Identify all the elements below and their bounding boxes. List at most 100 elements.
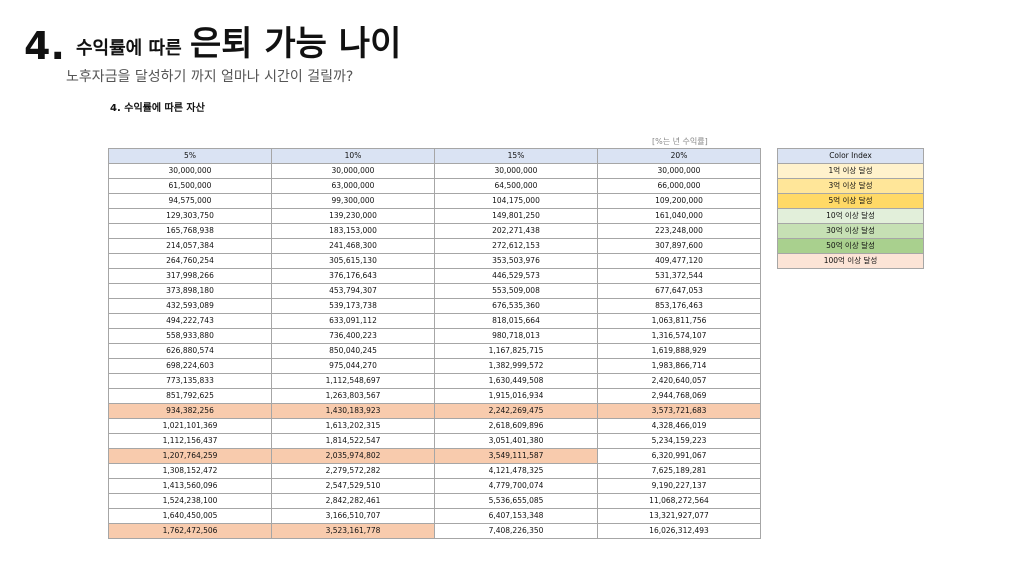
table-cell: 104,175,000 — [434, 193, 598, 209]
table-cell: 94,575,000 — [108, 193, 272, 209]
table-cell: 5,234,159,223 — [597, 433, 761, 449]
table-cell: 558,933,880 — [108, 328, 272, 344]
table-cell: 446,529,573 — [434, 268, 598, 284]
table-cell: 1,063,811,756 — [597, 313, 761, 329]
table-cell: 1,316,574,107 — [597, 328, 761, 344]
legend-item: 3억 이상 달성 — [777, 178, 924, 194]
table-row: 851,792,625 1,263,803,567 1,915,016,934 2,9… — [108, 388, 761, 404]
table-cell: 626,880,574 — [108, 343, 272, 359]
table-row: 1,308,152,472 2,279,572,282 4,121,478,325 7… — [108, 463, 761, 479]
table-row: 373,898,180 453,794,307 553,509,008 677,647… — [108, 283, 761, 299]
legend-row: 5억 이상 달성 — [777, 193, 924, 209]
table-cell: 677,647,053 — [597, 283, 761, 299]
column-header-20pct: 20% — [597, 148, 761, 164]
table-cell: 6,320,991,067 — [597, 448, 761, 464]
table-cell: 317,998,266 — [108, 268, 272, 284]
table-cell: 373,898,180 — [108, 283, 272, 299]
table-cell: 183,153,000 — [271, 223, 435, 239]
subtitle: 노후자금을 달성하기 까지 얼마나 시간이 걸릴까? — [66, 69, 354, 85]
table-cell: 139,230,000 — [271, 208, 435, 224]
table-cell: 30,000,000 — [434, 163, 598, 179]
title-large-text: 은퇴 가능 나이 — [190, 24, 402, 64]
table-cell: 30,000,000 — [597, 163, 761, 179]
table-cell: 1,613,202,315 — [271, 418, 435, 434]
table-cell: 934,382,256 — [108, 403, 272, 419]
table-cell: 2,842,282,461 — [271, 493, 435, 509]
table-row: 494,222,743 633,091,112 818,015,664 1,063,8… — [108, 313, 761, 329]
color-index-table: Color Index 1억 이상 달성 3억 이상 달성 5억 이상 달성 10억 … — [777, 148, 924, 269]
table-cell: 853,176,463 — [597, 298, 761, 314]
table-cell: 2,547,529,510 — [271, 478, 435, 494]
table-row: 1,413,560,096 2,547,529,510 4,779,700,074 9… — [108, 478, 761, 494]
table-row: 1,021,101,369 1,613,202,315 2,618,609,896 4… — [108, 418, 761, 434]
legend-row: 30억 이상 달성 — [777, 223, 924, 239]
table-row: 1,207,764,259 2,035,974,802 3,549,111,587 6… — [108, 448, 761, 464]
legend-item: 1억 이상 달성 — [777, 163, 924, 179]
table-cell: 1,382,999,572 — [434, 358, 598, 374]
column-header-15pct: 15% — [434, 148, 598, 164]
table-cell: 11,068,272,564 — [597, 493, 761, 509]
table-cell: 3,166,510,707 — [271, 508, 435, 524]
table-cell: 4,328,466,019 — [597, 418, 761, 434]
section-title: 4. 수익률에 따른 자산 — [110, 103, 205, 114]
table-cell: 4,121,478,325 — [434, 463, 598, 479]
table-cell: 6,407,153,348 — [434, 508, 598, 524]
table-cell: 161,040,000 — [597, 208, 761, 224]
table-row: 317,998,266 376,176,643 446,529,573 531,372… — [108, 268, 761, 284]
table-cell: 3,051,401,380 — [434, 433, 598, 449]
table-cell: 851,792,625 — [108, 388, 272, 404]
table-row: 94,575,000 99,300,000 104,175,000 109,200,0… — [108, 193, 761, 209]
table-cell: 1,112,548,697 — [271, 373, 435, 389]
legend-row: 100억 이상 달성 — [777, 253, 924, 269]
table-cell: 1,413,560,096 — [108, 478, 272, 494]
table-cell: 698,224,603 — [108, 358, 272, 374]
table-cell: 109,200,000 — [597, 193, 761, 209]
table-row: 558,933,880 736,400,223 980,718,013 1,316,5… — [108, 328, 761, 344]
legend-row: 1억 이상 달성 — [777, 163, 924, 179]
table-cell: 16,026,312,493 — [597, 523, 761, 539]
table-cell: 553,509,008 — [434, 283, 598, 299]
table-cell: 1,630,449,508 — [434, 373, 598, 389]
table-cell: 409,477,120 — [597, 253, 761, 269]
table-cell: 129,303,750 — [108, 208, 272, 224]
table-cell: 214,057,384 — [108, 238, 272, 254]
table-row: 1,762,472,506 3,523,161,778 7,408,226,350 1… — [108, 523, 761, 539]
table-cell: 5,536,655,085 — [434, 493, 598, 509]
table-cell: 2,279,572,282 — [271, 463, 435, 479]
table-cell: 264,760,254 — [108, 253, 272, 269]
table-cell: 531,372,544 — [597, 268, 761, 284]
table-row: 1,112,156,437 1,814,522,547 3,051,401,380 5… — [108, 433, 761, 449]
table-cell: 4,779,700,074 — [434, 478, 598, 494]
table-row: 698,224,603 975,044,270 1,382,999,572 1,983… — [108, 358, 761, 374]
table-cell: 13,321,927,077 — [597, 508, 761, 524]
table-cell: 241,468,300 — [271, 238, 435, 254]
table-cell: 975,044,270 — [271, 358, 435, 374]
table-cell: 99,300,000 — [271, 193, 435, 209]
title-small-text: 수익률에 따른 — [76, 38, 182, 59]
table-cell: 539,173,738 — [271, 298, 435, 314]
table-cell: 3,523,161,778 — [271, 523, 435, 539]
table-header-row: 5% 10% 15% 20% — [108, 148, 761, 164]
table-row: 773,135,833 1,112,548,697 1,630,449,508 2,4… — [108, 373, 761, 389]
table-cell: 30,000,000 — [271, 163, 435, 179]
legend-row: 3억 이상 달성 — [777, 178, 924, 194]
table-cell: 2,420,640,057 — [597, 373, 761, 389]
table-cell: 1,619,888,929 — [597, 343, 761, 359]
legend-item: 30억 이상 달성 — [777, 223, 924, 239]
table-cell: 149,801,250 — [434, 208, 598, 224]
table-cell: 1,640,450,005 — [108, 508, 272, 524]
column-header-10pct: 10% — [271, 148, 435, 164]
column-header-5pct: 5% — [108, 148, 272, 164]
table-cell: 376,176,643 — [271, 268, 435, 284]
table-cell: 2,035,974,802 — [271, 448, 435, 464]
table-cell: 736,400,223 — [271, 328, 435, 344]
legend-title: Color Index — [777, 148, 924, 164]
table-cell: 1,167,825,715 — [434, 343, 598, 359]
table-cell: 1,207,764,259 — [108, 448, 272, 464]
title-number: 4. — [24, 24, 65, 68]
table-row: 165,768,938 183,153,000 202,271,438 223,248… — [108, 223, 761, 239]
table-cell: 1,524,238,100 — [108, 493, 272, 509]
table-cell: 202,271,438 — [434, 223, 598, 239]
table-row: 432,593,089 539,173,738 676,535,360 853,176… — [108, 298, 761, 314]
table-cell: 1,112,156,437 — [108, 433, 272, 449]
